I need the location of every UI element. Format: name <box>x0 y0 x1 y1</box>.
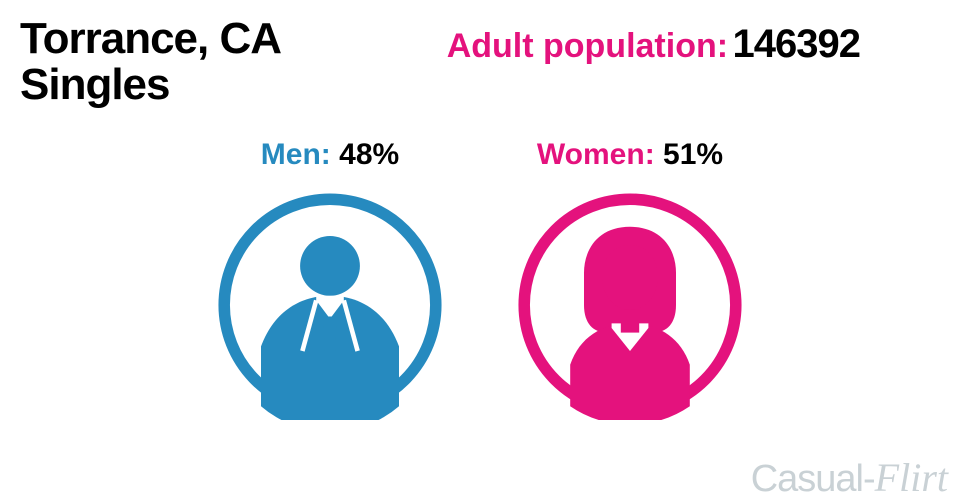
population-label: Adult population: <box>447 27 728 65</box>
men-label: Men: <box>261 138 331 171</box>
women-stat-line: Women: 51% <box>537 138 723 172</box>
watermark-sep: - <box>863 458 875 500</box>
stats-row: Men: 48% <box>0 138 960 425</box>
man-icon <box>215 190 445 425</box>
location-text: Torrance, CA <box>20 14 281 64</box>
category-text: Singles <box>20 60 281 110</box>
watermark-part2: Flirt <box>875 455 948 500</box>
women-percent: 51% <box>663 138 723 171</box>
men-percent: 48% <box>339 138 399 171</box>
header-right: Adult population: 146392 <box>447 22 860 67</box>
women-label: Women: <box>537 138 655 171</box>
women-column: Women: 51% <box>515 138 745 425</box>
woman-icon <box>515 190 745 425</box>
population-value: 146392 <box>733 22 860 66</box>
watermark: Casual-Flirt <box>751 458 948 498</box>
header-left: Torrance, CA Singles <box>20 14 281 110</box>
men-column: Men: 48% <box>215 138 445 425</box>
men-stat-line: Men: 48% <box>261 138 399 172</box>
watermark-part1: Casual <box>751 458 863 500</box>
